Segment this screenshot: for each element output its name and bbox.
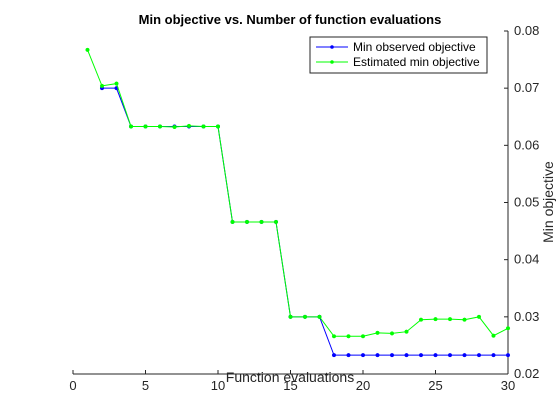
data-point xyxy=(375,353,380,358)
legend-label: Estimated min objective xyxy=(353,55,480,69)
data-point xyxy=(491,353,496,358)
data-point xyxy=(273,219,279,224)
legend-label: Min observed objective xyxy=(353,40,476,54)
data-point xyxy=(157,124,163,129)
data-point xyxy=(447,317,453,322)
data-point xyxy=(259,219,264,224)
legend-item: Min observed objective xyxy=(316,40,476,54)
data-point xyxy=(404,329,409,334)
data-point xyxy=(418,317,424,322)
data-point xyxy=(331,353,337,358)
data-point xyxy=(418,353,424,358)
y-tick-label: 0.06 xyxy=(514,137,539,152)
data-point xyxy=(375,330,380,335)
data-point xyxy=(172,124,177,130)
data-point xyxy=(389,353,395,358)
data-point xyxy=(331,334,337,339)
y-tick-label: 0.08 xyxy=(514,23,539,38)
data-point xyxy=(404,353,409,358)
legend-box xyxy=(309,36,488,74)
data-point xyxy=(360,334,366,339)
x-tick-label: 30 xyxy=(501,378,515,393)
data-point xyxy=(491,333,496,338)
x-tick-label: 25 xyxy=(428,378,442,393)
data-point xyxy=(476,353,482,358)
data-point xyxy=(389,331,395,336)
x-tick-label: 0 xyxy=(69,378,76,393)
data-point xyxy=(462,353,467,358)
data-point xyxy=(433,317,438,322)
y-tick-label: 0.05 xyxy=(514,195,539,210)
x-axis-title: Function evaluations xyxy=(226,369,354,385)
data-point xyxy=(244,219,250,224)
data-point xyxy=(288,314,293,319)
data-point xyxy=(462,317,467,322)
data-point xyxy=(476,314,482,319)
data-point xyxy=(360,353,366,358)
data-point xyxy=(85,47,90,52)
plot-area: 0 5 10 15 20 25 300.02 0.03 0.04 0.05 0.06 0.07 0.08 xyxy=(69,23,539,393)
x-tick-label: 15 xyxy=(283,378,297,393)
data-point xyxy=(128,124,134,129)
series-2 xyxy=(85,47,511,339)
data-point xyxy=(346,334,351,339)
series-line xyxy=(87,49,509,337)
y-axis-title: Min objective xyxy=(540,161,556,243)
y-tick-label: 0.04 xyxy=(514,252,539,267)
data-point xyxy=(201,124,206,129)
data-point xyxy=(114,81,119,86)
data-point xyxy=(302,314,308,319)
data-point xyxy=(186,123,192,128)
data-point xyxy=(230,219,235,224)
x-tick-label: 5 xyxy=(142,378,149,393)
data-point xyxy=(143,124,148,129)
data-point xyxy=(317,314,322,319)
x-tick-label: 20 xyxy=(356,378,370,393)
data-point xyxy=(447,353,453,358)
legend-swatch-marker xyxy=(330,45,334,49)
series-layer xyxy=(85,47,511,358)
y-tick-label: 0.02 xyxy=(514,366,539,381)
data-point xyxy=(433,353,438,358)
legend-swatch-marker xyxy=(330,60,334,64)
data-point xyxy=(505,326,511,331)
data-point xyxy=(346,353,351,358)
data-point xyxy=(99,83,105,88)
chart-title: Min objective vs. Number of function eva… xyxy=(139,12,442,27)
x-tick-label: 10 xyxy=(211,378,225,393)
data-point xyxy=(505,353,511,358)
y-tick-label: 0.07 xyxy=(514,80,539,95)
legend-item: Estimated min objective xyxy=(316,55,480,69)
y-tick-label: 0.03 xyxy=(514,309,539,324)
data-point xyxy=(215,124,221,129)
